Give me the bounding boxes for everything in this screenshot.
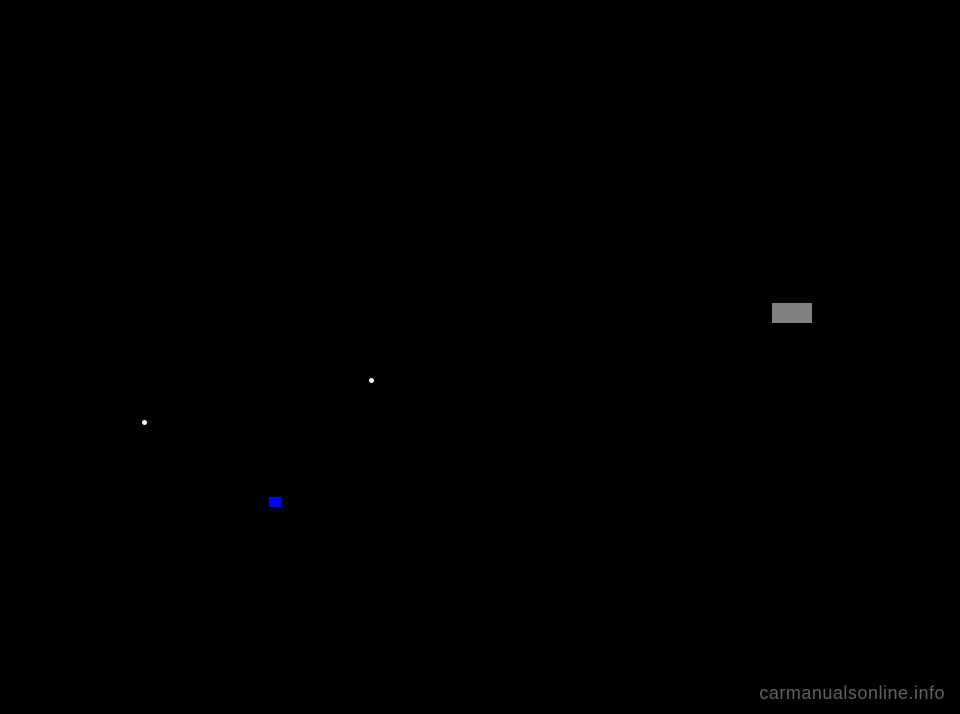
gray-rect (772, 303, 812, 323)
watermark-text: carmanualsonline.info (759, 683, 945, 704)
white-dot-2 (142, 420, 147, 425)
white-dot-1 (369, 378, 374, 383)
blue-indicator (269, 497, 281, 507)
